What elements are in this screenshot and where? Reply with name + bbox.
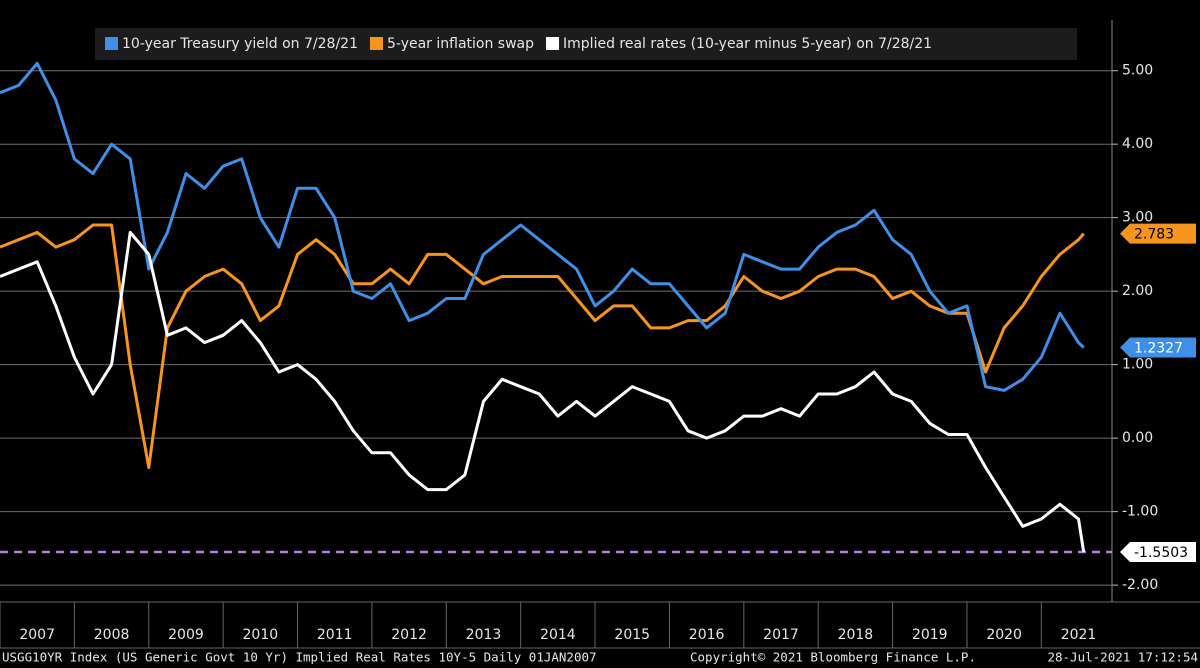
x-tick-label: 2010 — [243, 627, 279, 643]
y-tick-label: 0.00 — [1122, 430, 1153, 446]
x-tick-label: 2020 — [986, 627, 1022, 643]
series-line — [0, 223, 1085, 469]
value-label: -1.5503 — [1134, 545, 1188, 561]
legend-label: Implied real rates (10-year minus 5-year… — [563, 36, 932, 52]
series-line — [0, 61, 1085, 392]
x-tick-label: 2015 — [614, 627, 650, 643]
x-tick-label: 2008 — [94, 627, 130, 643]
value-label: 2.783 — [1134, 227, 1174, 243]
y-tick-label: 2.00 — [1122, 283, 1153, 299]
legend-swatch — [105, 37, 118, 50]
x-tick-label: 2007 — [19, 627, 55, 643]
x-tick-label: 2011 — [317, 627, 353, 643]
x-tick-label: 2021 — [1061, 627, 1097, 643]
x-tick-label: 2016 — [689, 627, 725, 643]
legend-label: 10-year Treasury yield on 7/28/21 — [122, 36, 358, 52]
legend-label: 5-year inflation swap — [387, 36, 534, 52]
x-tick-label: 2019 — [912, 627, 948, 643]
value-label-box — [1120, 337, 1196, 358]
legend: 10-year Treasury yield on 7/28/21 5-year … — [95, 28, 1077, 60]
x-tick-label: 2017 — [763, 627, 799, 643]
value-label-box — [1120, 223, 1196, 244]
x-tick-label: 2013 — [466, 627, 502, 643]
x-tick-label: 2012 — [391, 627, 427, 643]
footer-left: USGG10YR Index (US Generic Govt 10 Yr) I… — [2, 650, 597, 665]
footer-timestamp: 28-Jul-2021 17:12:54 — [1047, 650, 1198, 665]
x-tick-label: 2009 — [168, 627, 204, 643]
series-line — [0, 230, 1086, 553]
y-tick-label: 1.00 — [1122, 357, 1153, 373]
legend-swatch — [546, 37, 560, 50]
x-tick-label: 2018 — [838, 627, 874, 643]
legend-swatch — [369, 37, 383, 50]
value-label: 1.2327 — [1134, 341, 1183, 357]
legend-box — [95, 28, 1077, 60]
y-tick-label: 5.00 — [1122, 63, 1153, 79]
y-tick-label: 3.00 — [1122, 210, 1153, 226]
y-tick-label: -2.00 — [1122, 577, 1158, 593]
value-label-box — [1120, 542, 1196, 563]
y-tick-label: -1.00 — [1122, 504, 1158, 520]
y-tick-label: 4.00 — [1122, 136, 1153, 152]
footer-copyright: Copyright© 2021 Bloomberg Finance L.P. — [690, 650, 976, 665]
x-tick-label: 2014 — [540, 627, 576, 643]
